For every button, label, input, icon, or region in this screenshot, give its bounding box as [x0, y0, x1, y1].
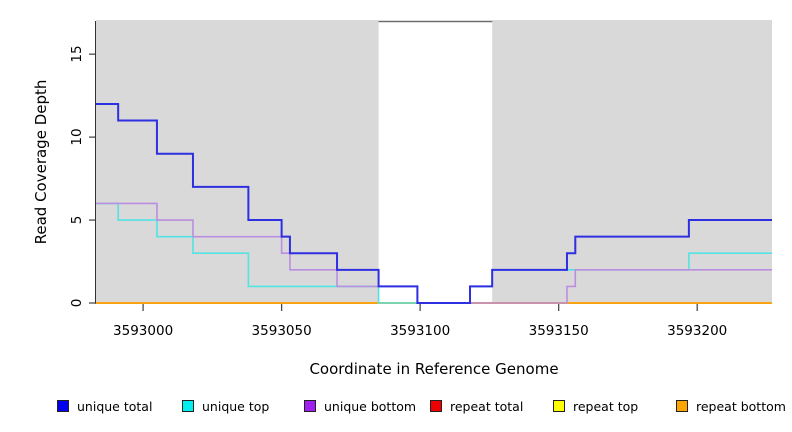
legend-item-unique-top: unique top: [182, 394, 269, 418]
shaded-region: [492, 21, 772, 303]
x-axis-title: Coordinate in Reference Genome: [309, 360, 559, 378]
unique-top-swatch-icon: [182, 400, 194, 412]
y-tick-label: 5: [69, 215, 85, 225]
legend-label: unique total: [77, 398, 153, 414]
x-tick-label: 3593150: [528, 323, 589, 339]
legend-label: repeat total: [450, 398, 524, 414]
x-tick-label: 3593200: [667, 323, 728, 339]
legend: unique total unique top unique bottom re…: [0, 394, 792, 420]
y-tick-label: 0: [69, 298, 85, 308]
x-tick-label: 3593050: [251, 323, 312, 339]
legend-label: unique bottom: [324, 398, 417, 414]
legend-label: repeat bottom: [696, 398, 786, 414]
legend-item-unique-total: unique total: [57, 394, 152, 418]
unique-bottom-swatch-icon: [304, 400, 316, 412]
legend-label: unique top: [202, 398, 270, 414]
x-tick-label: 3593100: [390, 323, 451, 339]
shaded-region: [96, 21, 379, 303]
legend-item-repeat-bottom: repeat bottom: [676, 394, 786, 418]
repeat-bottom-swatch-icon: [676, 400, 688, 412]
x-tick-label: 3593000: [113, 323, 174, 339]
y-tick-label: 10: [69, 128, 85, 146]
legend-item-repeat-total: repeat total: [430, 394, 523, 418]
series-unique-bottom: [96, 202, 772, 304]
legend-label: repeat top: [573, 398, 639, 414]
legend-item-repeat-top: repeat top: [553, 394, 638, 418]
unique-total-swatch-icon: [57, 400, 69, 412]
repeat-top-swatch-icon: [553, 400, 565, 412]
legend-item-unique-bottom: unique bottom: [304, 394, 416, 418]
y-axis-title: Read Coverage Depth: [32, 79, 50, 245]
series-unique-total: [96, 102, 772, 304]
y-tick-label: 15: [69, 45, 85, 63]
repeat-total-swatch-icon: [430, 400, 442, 412]
